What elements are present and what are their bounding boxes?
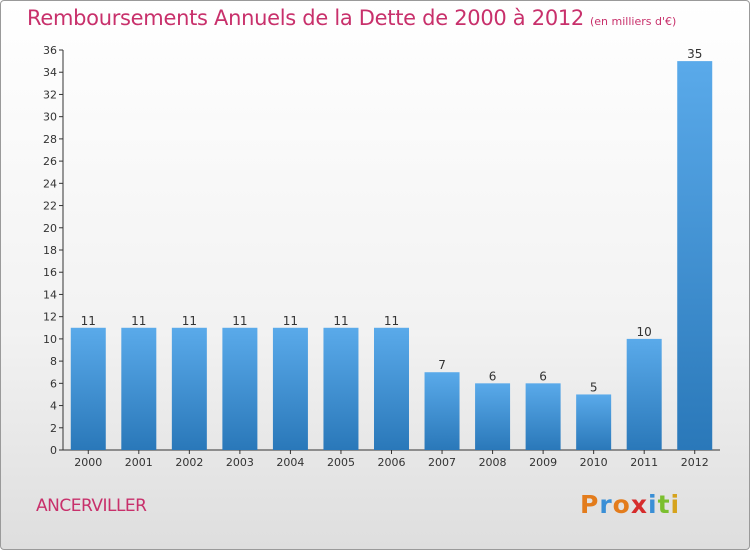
bar-value-label: 11	[384, 314, 399, 328]
chart-bars: 11 11 11 11 11 11 11 7 6 6 5 10 35	[70, 47, 713, 450]
bar-value-label: 5	[590, 380, 598, 394]
chart-subtitle: (en milliers d'€)	[590, 15, 677, 28]
y-tick-label: 8	[50, 355, 57, 368]
proxiti-logo: Proxiti	[580, 490, 680, 519]
x-tick-label: 2012	[681, 456, 709, 469]
logo-letter: P	[580, 490, 600, 519]
bar-value-label: 6	[539, 369, 547, 383]
logo-letter: i	[670, 490, 681, 519]
bar	[222, 327, 258, 450]
bar-value-label: 11	[182, 314, 197, 328]
y-tick-label: 0	[50, 444, 57, 457]
x-tick-label: 2005	[327, 456, 355, 469]
bar	[475, 383, 511, 450]
logo-letter: t	[657, 490, 671, 519]
x-tick-label: 2004	[276, 456, 304, 469]
x-tick-label: 2010	[580, 456, 608, 469]
logo-letter: x	[630, 490, 648, 519]
logo-letter: o	[612, 490, 631, 519]
y-tick-label: 4	[50, 400, 57, 413]
bar-value-label: 11	[232, 314, 247, 328]
y-tick-label: 18	[43, 244, 57, 257]
bar	[70, 327, 106, 450]
logo-letter: i	[648, 490, 658, 519]
bar-value-label: 11	[131, 314, 146, 328]
x-tick-label: 2000	[74, 456, 102, 469]
bar	[323, 327, 359, 450]
y-tick-label: 32	[43, 88, 57, 101]
y-tick-label: 12	[43, 311, 57, 324]
place-name: ANCERVILLER	[36, 496, 147, 516]
x-tick-label: 2007	[428, 456, 456, 469]
bar	[374, 327, 409, 450]
bar	[424, 372, 460, 450]
bar	[272, 327, 308, 450]
y-tick-label: 26	[43, 155, 57, 168]
x-tick-label: 2002	[175, 456, 203, 469]
chart-title-text: Remboursements Annuels de la Dette de 20…	[27, 6, 584, 30]
bar-value-label: 7	[438, 358, 446, 372]
y-tick-label: 10	[43, 333, 57, 346]
y-tick-label: 34	[43, 66, 57, 79]
x-tick-label: 2001	[125, 456, 153, 469]
bar	[171, 327, 207, 450]
y-tick-label: 36	[43, 44, 57, 57]
bar	[626, 338, 662, 450]
logo-letter: r	[599, 490, 613, 519]
bar-value-label: 35	[687, 47, 702, 61]
y-tick-label: 16	[43, 266, 57, 279]
y-tick-label: 2	[50, 422, 57, 435]
y-tick-label: 14	[43, 288, 57, 301]
bar-value-label: 11	[333, 314, 348, 328]
bar	[525, 383, 561, 450]
bar	[576, 394, 612, 450]
bar-value-label: 10	[637, 325, 652, 339]
chart-title: Remboursements Annuels de la Dette de 20…	[27, 6, 676, 30]
y-tick-label: 22	[43, 200, 57, 213]
bar-value-label: 11	[283, 314, 298, 328]
x-tick-label: 2009	[529, 456, 557, 469]
x-tick-label: 2006	[378, 456, 406, 469]
y-tick-label: 6	[50, 377, 57, 390]
bar-value-label: 11	[81, 314, 96, 328]
x-tick-label: 2011	[630, 456, 658, 469]
y-tick-label: 28	[43, 133, 57, 146]
bar	[677, 61, 713, 450]
bar	[121, 327, 157, 450]
y-tick-label: 24	[43, 177, 57, 190]
y-tick-label: 20	[43, 222, 57, 235]
bar-value-label: 6	[489, 369, 497, 383]
x-tick-label: 2008	[479, 456, 507, 469]
x-tick-label: 2003	[226, 456, 254, 469]
y-tick-label: 30	[43, 111, 57, 124]
